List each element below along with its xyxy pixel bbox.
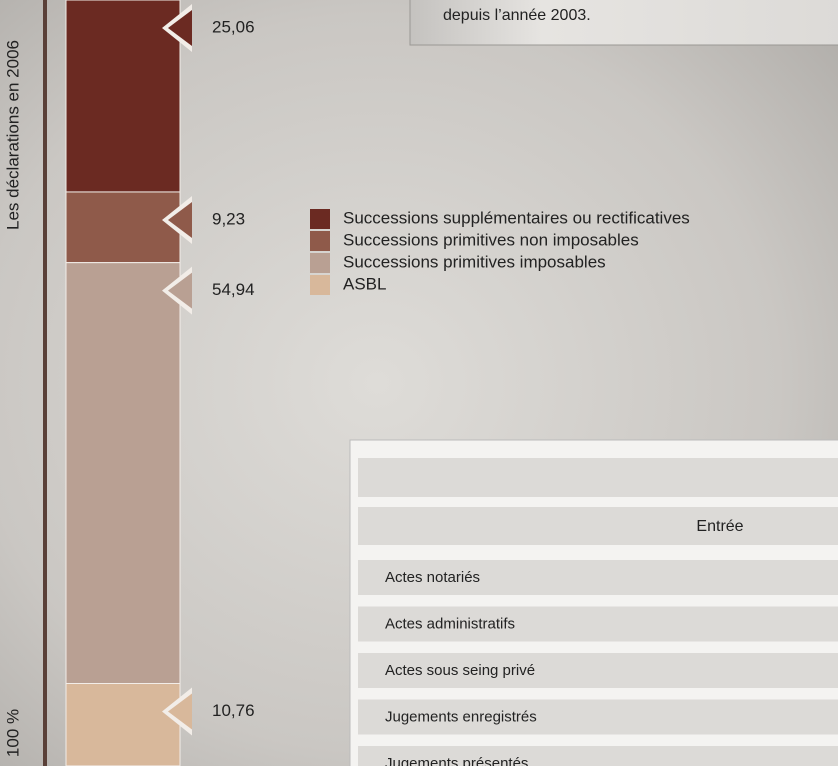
note-box [409, 0, 838, 46]
legend-swatch [310, 275, 330, 295]
table-header: Entrée [696, 518, 743, 535]
legend-label: Successions primitives imposables [343, 252, 606, 271]
legend-swatch [310, 253, 330, 273]
pointer-fill [168, 272, 192, 309]
bar-segment [65, 0, 181, 193]
table-row [358, 458, 838, 497]
bar-segment [65, 191, 181, 264]
pointer-fill [168, 10, 192, 46]
bar-segment [65, 683, 181, 766]
table-row [358, 560, 838, 595]
legend-swatch [310, 209, 330, 229]
table-row [358, 507, 838, 545]
table-cell: Actes administratifs [385, 615, 515, 632]
axis-label: 100 % [3, 709, 22, 757]
table-row [358, 699, 838, 735]
table-cell: Actes sous seing privé [385, 662, 535, 679]
value-label: 9,23 [212, 209, 245, 228]
table-row [358, 653, 838, 688]
pointer-fill [168, 201, 192, 238]
legend-label: ASBL [343, 274, 386, 293]
legend-label: Successions supplémentaires ou rectifica… [343, 208, 690, 227]
table-row [358, 746, 838, 766]
pointer-fill [168, 693, 192, 730]
table-cell: Jugements présentés [385, 755, 528, 766]
table-cell: Actes notariés [385, 569, 480, 586]
value-label: 25,06 [212, 17, 255, 36]
bar-segment [65, 262, 181, 685]
legend-label: Successions primitives non imposables [343, 230, 639, 249]
table-cell: Jugements enregistrés [385, 708, 537, 725]
value-label: 10,76 [212, 701, 255, 720]
y-label: Les déclarations en 2006 [3, 40, 22, 230]
legend-swatch [310, 231, 330, 251]
table-row [358, 606, 838, 642]
note: depuis l’année 2003. [443, 7, 591, 24]
value-label: 54,94 [212, 280, 255, 299]
